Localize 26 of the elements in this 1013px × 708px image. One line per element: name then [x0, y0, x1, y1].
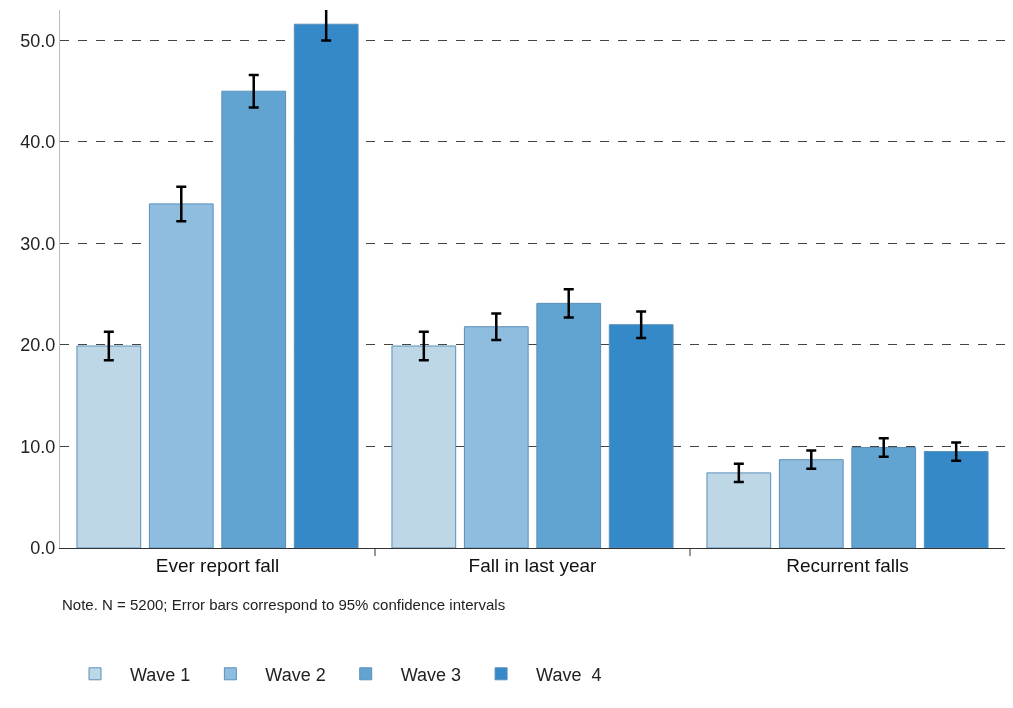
- bar: [293, 23, 359, 548]
- bar: [76, 345, 142, 548]
- bar: [463, 326, 529, 548]
- x-tick-label: Recurrent falls: [786, 554, 909, 576]
- y-tick-label: 30.0: [20, 233, 56, 254]
- y-tick-label: 50.0: [20, 30, 56, 51]
- bar: [706, 472, 772, 548]
- bar: [536, 302, 602, 548]
- legend-label: Wave 1: [130, 664, 191, 685]
- y-tick-label: 40.0: [20, 132, 56, 153]
- y-tick-label: 0.0: [30, 538, 56, 559]
- bar: [221, 90, 287, 548]
- legend-label: Wave 4: [536, 664, 602, 685]
- legend-label: Wave 2: [265, 664, 326, 685]
- x-tick-label: Ever report fall: [155, 554, 280, 576]
- text: Note. N = 5200; Error bars correspond to 95% confidence intervals: [62, 596, 506, 613]
- bar: [778, 459, 844, 548]
- legend-label: Wave 3: [400, 664, 462, 685]
- y-tick-label: 10.0: [20, 436, 56, 457]
- bar: [148, 203, 214, 548]
- bar: [851, 447, 917, 548]
- bar: [608, 324, 674, 548]
- y-tick-label: 20.0: [20, 335, 56, 356]
- bar: [391, 345, 457, 548]
- x-tick-label: Fall in last year: [468, 554, 598, 576]
- bar: [923, 451, 989, 548]
